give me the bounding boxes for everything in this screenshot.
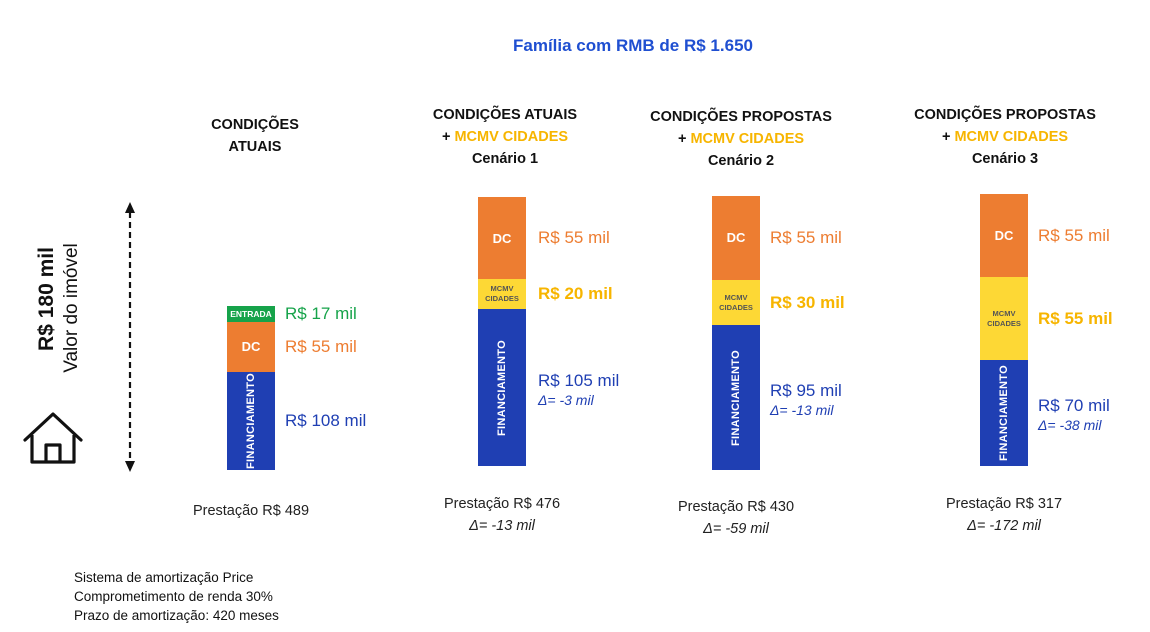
- header-line: + MCMV CIDADES: [441, 129, 569, 145]
- segment-delta: Δ= -3 mil: [538, 391, 594, 408]
- prestacao-value: Prestação R$ 489: [192, 503, 310, 519]
- header-line: Cenário 1: [471, 151, 539, 167]
- prestacao: Prestação R$ 476 Δ= -13 mil: [402, 493, 602, 537]
- prestacao: Prestação R$ 430 Δ= -59 mil: [636, 496, 836, 540]
- stacked-bar: FINANCIAMENTO MCMV CIDADES DC: [478, 197, 526, 466]
- notes: Sistema de amortização Price Comprometim…: [74, 568, 279, 625]
- prestacao: Prestação R$ 489: [151, 500, 351, 522]
- header-line: + MCMV CIDADES: [677, 131, 805, 147]
- height-arrow: [125, 202, 135, 472]
- bar-segment-entrada: ENTRADA: [227, 306, 275, 322]
- segment-label: MCMV CIDADES: [987, 308, 1021, 328]
- prestacao: Prestação R$ 317 Δ= -172 mil: [904, 493, 1104, 537]
- segment-value: R$ 70 mil: [1038, 396, 1110, 416]
- column-header: CONDIÇÕES PROPOSTAS + MCMV CIDADES Cenário…: [900, 104, 1110, 170]
- segment-value: R$ 17 mil: [285, 303, 357, 323]
- bar-segment-dc: DC: [478, 197, 526, 280]
- segment-label: FINANCIAMENTO: [998, 365, 1011, 462]
- column-header: CONDIÇÕES PROPOSTAS + MCMV CIDADES Cenário…: [636, 106, 846, 172]
- prestacao-value: Prestação R$ 476: [443, 496, 561, 512]
- segment-value: R$ 55 mil: [1038, 225, 1110, 245]
- segment-delta: Δ= -38 mil: [1038, 417, 1102, 434]
- header-line: CONDIÇÕES: [211, 117, 299, 133]
- stacked-bar: FINANCIAMENTO MCMV CIDADES DC: [980, 194, 1028, 466]
- note-line: Sistema de amortização Price: [74, 570, 254, 585]
- segment-value: R$ 55 mil: [770, 227, 842, 247]
- segment-label: DC: [241, 339, 261, 355]
- segment-label: DC: [726, 230, 746, 246]
- prestacao-delta: Δ= -172 mil: [967, 518, 1041, 534]
- chart-title: Família com RMB de R$ 1.650: [513, 36, 753, 55]
- header-line: Cenário 2: [707, 153, 775, 169]
- segment-value: R$ 55 mil: [285, 336, 357, 356]
- note-line: Prazo de amortização: 420 meses: [74, 608, 279, 623]
- segment-value: R$ 105 mil: [538, 370, 620, 390]
- segment-value: R$ 55 mil: [538, 228, 610, 248]
- note-line: Comprometimento de renda 30%: [74, 589, 273, 604]
- bar-segment-dc: DC: [712, 196, 760, 280]
- segment-delta: Δ= -13 mil: [770, 401, 834, 418]
- segment-label: DC: [994, 228, 1014, 244]
- segment-label: FINANCIAMENTO: [496, 339, 509, 436]
- bar-segment-mcmv: MCMV CIDADES: [980, 277, 1028, 361]
- bar-segment-mcmv: MCMV CIDADES: [478, 279, 526, 310]
- header-line: ATUAIS: [228, 139, 282, 155]
- segment-label: FINANCIAMENTO: [245, 372, 258, 469]
- column-header: CONDIÇÕES ATUAIS + MCMV CIDADES Cenário 1: [410, 104, 600, 170]
- bar-segment-financiamento: FINANCIAMENTO: [712, 325, 760, 470]
- header-line: Cenário 3: [971, 151, 1039, 167]
- segment-label: MCMV CIDADES: [719, 292, 753, 312]
- bar-segment-mcmv: MCMV CIDADES: [712, 279, 760, 326]
- prestacao-delta: Δ= -13 mil: [469, 518, 535, 534]
- segment-value: R$ 108 mil: [285, 410, 367, 430]
- prestacao-value: Prestação R$ 430: [677, 499, 795, 515]
- segment-label: ENTRADA: [230, 308, 272, 319]
- prestacao-value: Prestação R$ 317: [945, 496, 1063, 512]
- header-line: CONDIÇÕES PROPOSTAS: [914, 107, 1096, 123]
- bar-segment-financiamento: FINANCIAMENTO: [980, 360, 1028, 466]
- header-line: CONDIÇÕES PROPOSTAS: [650, 109, 832, 125]
- segment-label: MCMV CIDADES: [485, 284, 519, 304]
- segment-value: R$ 95 mil: [770, 380, 842, 400]
- segment-label: FINANCIAMENTO: [730, 349, 743, 446]
- header-line: CONDIÇÕES ATUAIS: [432, 107, 578, 123]
- house-icon: [23, 412, 83, 464]
- bar-segment-financiamento: FINANCIAMENTO: [227, 371, 275, 470]
- bar-segment-dc: DC: [227, 321, 275, 372]
- bar-segment-financiamento: FINANCIAMENTO: [478, 309, 526, 466]
- stacked-bar: FINANCIAMENTO MCMV CIDADES DC: [712, 196, 760, 470]
- prestacao-delta: Δ= -59 mil: [703, 521, 769, 537]
- bar-segment-dc: DC: [980, 194, 1028, 278]
- segment-label: DC: [492, 230, 512, 246]
- stacked-bar: FINANCIAMENTO DC ENTRADA: [227, 306, 275, 470]
- header-line: + MCMV CIDADES: [941, 129, 1069, 145]
- segment-value: R$ 30 mil: [770, 292, 845, 312]
- column-header: CONDIÇÕES ATUAIS: [180, 114, 330, 158]
- segment-value: R$ 20 mil: [538, 284, 613, 304]
- segment-value: R$ 55 mil: [1038, 308, 1113, 328]
